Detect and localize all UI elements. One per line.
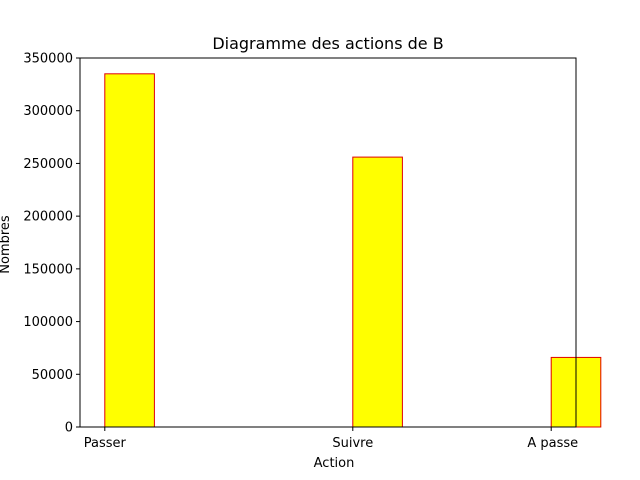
x-axis-label: Action bbox=[314, 456, 355, 471]
bar-suivre bbox=[352, 156, 403, 428]
y-axis-ticks: 0 50000 100000 150000 200000 250000 300000 3500… bbox=[23, 52, 80, 436]
axes-frame bbox=[79, 57, 577, 428]
y-tick-label: 350000 bbox=[23, 52, 73, 67]
y-axis-label: Nombres bbox=[0, 215, 13, 274]
y-tick-label: 300000 bbox=[23, 104, 73, 119]
plot-area: 0 50000 100000 150000 200000 250000 300000 3500… bbox=[23, 52, 602, 451]
bar-passer bbox=[104, 73, 155, 428]
y-tick-label: 150000 bbox=[23, 262, 73, 277]
y-tick-label: 0 bbox=[65, 421, 73, 436]
y-tick-label: 200000 bbox=[23, 210, 73, 225]
y-tick-label: 50000 bbox=[32, 368, 73, 383]
y-tick-label: 250000 bbox=[23, 157, 73, 172]
x-tick-label: A passe bbox=[527, 436, 578, 451]
chart-title: Diagramme des actions de B bbox=[212, 34, 443, 53]
bars-group bbox=[104, 73, 602, 428]
x-tick-label: Passer bbox=[84, 436, 127, 451]
y-tick-label: 100000 bbox=[23, 315, 73, 330]
x-tick-label: Suivre bbox=[332, 436, 373, 451]
x-axis-ticks: Passer Suivre A passe bbox=[84, 427, 578, 451]
